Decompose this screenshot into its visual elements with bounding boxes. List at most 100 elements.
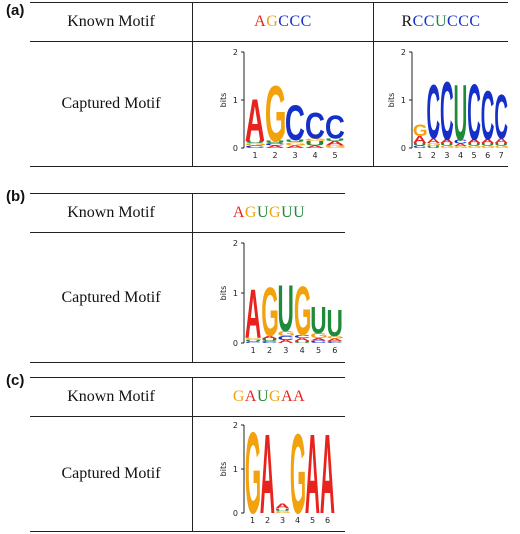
logo-letter-G: G xyxy=(454,146,469,149)
motif-letter: C xyxy=(278,13,290,30)
captured-motif-label: Captured Motif xyxy=(30,41,193,167)
motif-letter: U xyxy=(293,204,306,221)
logo-letter-C: C xyxy=(278,335,294,341)
logo-letter-C: C xyxy=(261,341,278,344)
logo-letter-C: C xyxy=(245,145,265,149)
logo-letter-G: G xyxy=(325,145,347,149)
logo-letter-C: C xyxy=(327,341,344,344)
logo-letter-C: C xyxy=(481,77,495,155)
logo-letter-G: G xyxy=(440,145,455,149)
logo-y-tick-label: 0 xyxy=(233,339,238,348)
motif-letter: U xyxy=(256,388,269,405)
logo-letter-U: U xyxy=(245,340,261,342)
logo-x-tick-label: 5 xyxy=(310,516,315,525)
logo-y-tick-label: 2 xyxy=(233,421,238,430)
logo-x-tick-label: 7 xyxy=(499,151,504,160)
logo-letter-G: G xyxy=(305,138,327,142)
motif-letter: C xyxy=(289,13,301,30)
known-motif-seq: RCCUCCC xyxy=(373,2,508,42)
logo-y-tick-label: 0 xyxy=(233,509,238,518)
logo-letter-G: G xyxy=(426,143,441,147)
panel-label-b: (b) xyxy=(6,188,26,205)
logo-letter-U: U xyxy=(261,338,277,342)
logo-letter-G: G xyxy=(290,419,306,529)
logo-letter-G: G xyxy=(275,511,291,514)
logo-y-tick-label: 0 xyxy=(401,144,406,153)
logo-x-tick-label: 6 xyxy=(325,516,330,525)
logo-letter-U: U xyxy=(426,145,440,149)
logo-x-tick-label: 4 xyxy=(312,151,317,160)
motif-letter: A xyxy=(293,388,306,405)
logo-letter-U: U xyxy=(275,508,290,511)
logo-letter-U: U xyxy=(265,140,285,144)
logo-x-tick-label: 2 xyxy=(267,346,272,355)
logo-y-title: bits xyxy=(387,93,396,108)
logo-x-tick-label: 2 xyxy=(272,151,277,160)
logo-letter-U: U xyxy=(481,143,495,147)
logo-x-tick-label: 6 xyxy=(485,151,490,160)
known-motif-seq: GAUGAA xyxy=(192,377,345,417)
logo-x-tick-label: 4 xyxy=(295,516,300,525)
motif-letter: G xyxy=(269,388,282,405)
motif-letter: A xyxy=(244,388,257,405)
logo-letter-A: A xyxy=(454,143,468,147)
logo-letter-A: A xyxy=(285,145,305,149)
logo-y-tick-label: 2 xyxy=(233,239,238,248)
logo-letter-A: A xyxy=(325,140,346,147)
logo-x-tick-label: 3 xyxy=(444,151,449,160)
logo-y-tick-label: 1 xyxy=(401,96,406,105)
logo-x-tick-label: 4 xyxy=(458,151,463,160)
logo-letter-C: C xyxy=(265,143,285,147)
logo-letter-U: U xyxy=(467,143,481,147)
logo-letter-G: G xyxy=(278,330,296,338)
logo-letter-A: A xyxy=(310,338,327,342)
logo-letter-U: U xyxy=(327,302,343,345)
motif-letter: U xyxy=(256,204,269,221)
logo-letter-U: U xyxy=(278,272,294,346)
known-motif-label: Known Motif xyxy=(30,193,193,233)
logo-letter-U: U xyxy=(285,139,305,143)
logo-letter-G: G xyxy=(327,336,345,340)
logo-letter-U: U xyxy=(494,143,508,147)
logo-letter-A: A xyxy=(245,87,265,154)
logo-letter-U: U xyxy=(294,341,310,344)
known-motif-seq: AGUGUU xyxy=(192,193,345,233)
logo-letter-U: U xyxy=(440,143,454,147)
logo-letter-C: C xyxy=(325,108,345,146)
logo-letter-U: U xyxy=(413,143,427,147)
motif-letter: C xyxy=(458,13,470,30)
motif-table-c: Known Motif GAUGAA Captured Motif 0 1 2 bit… xyxy=(30,377,345,532)
motif-letter: U xyxy=(281,204,294,221)
logo-x-tick-label: 3 xyxy=(283,346,288,355)
motif-letter: G xyxy=(232,388,245,405)
logo-letter-C: C xyxy=(245,341,262,343)
motif-letter: C xyxy=(447,13,459,30)
sequence-logo: 012bitsCUAG1UGAC2GUAC3GACU4GUAC5GUAC6GUA… xyxy=(387,48,509,160)
logo-y-tick-label: 0 xyxy=(233,144,238,153)
known-motif-label: Known Motif xyxy=(30,2,193,42)
logo-letter-A: A xyxy=(260,419,275,529)
logo-letter-G: G xyxy=(494,145,509,149)
motif-letter: G xyxy=(244,204,257,221)
logo-letter-G: G xyxy=(413,121,428,140)
logo-x-tick-label: 2 xyxy=(431,151,436,160)
logo-letter-U: U xyxy=(310,299,326,342)
logo-letter-C: C xyxy=(294,334,311,339)
logo-x-tick-label: 2 xyxy=(265,516,270,525)
panel-label-c: (c) xyxy=(6,372,25,389)
captured-motif-label: Captured Motif xyxy=(30,416,193,532)
logo-letter-G: G xyxy=(285,142,307,147)
logo-y-tick-label: 1 xyxy=(233,96,238,105)
logo-letter-A: A xyxy=(261,336,278,340)
logo-letter-U: U xyxy=(305,140,325,147)
logo-letter-G: G xyxy=(245,143,267,147)
logo-letter-A: A xyxy=(413,135,427,146)
logo-y-tick-label: 2 xyxy=(233,48,238,57)
logo-letter-A: A xyxy=(440,138,454,144)
logo-letter-C: C xyxy=(310,340,327,344)
logo-letter-A: A xyxy=(481,138,495,144)
motif-letter: A xyxy=(232,204,245,221)
logo-y-title: bits xyxy=(219,93,228,108)
